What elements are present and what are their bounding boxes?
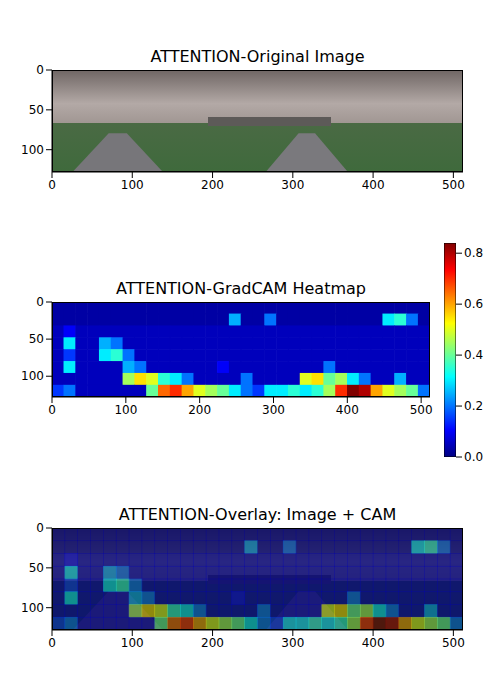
svg-text:0.0: 0.0	[464, 450, 483, 464]
svg-text:500: 500	[442, 636, 465, 650]
svg-text:100: 100	[21, 369, 44, 383]
svg-text:100: 100	[114, 403, 137, 417]
svg-text:400: 400	[336, 403, 359, 417]
svg-text:100: 100	[121, 636, 144, 650]
svg-text:100: 100	[21, 601, 44, 615]
svg-text:0: 0	[48, 178, 56, 192]
svg-text:0: 0	[36, 295, 44, 309]
svg-text:500: 500	[410, 403, 433, 417]
svg-text:0: 0	[36, 521, 44, 535]
html-text:ATTENTION-GradCAM Heatmap: ATTENTION-GradCAM Heatmap	[116, 279, 366, 298]
svg-text:0: 0	[48, 636, 56, 650]
svg-text:50: 50	[29, 332, 44, 346]
svg-text:300: 300	[281, 178, 304, 192]
svg-text:400: 400	[362, 178, 385, 192]
svg-text:200: 200	[201, 178, 224, 192]
svg-text:500: 500	[442, 178, 465, 192]
svg-text:50: 50	[29, 103, 44, 117]
svg-text:300: 300	[262, 403, 285, 417]
svg-text:0: 0	[48, 403, 56, 417]
svg-text:300: 300	[281, 636, 304, 650]
svg-text:0.6: 0.6	[464, 297, 483, 311]
html-text:ATTENTION-Original Image: ATTENTION-Original Image	[150, 47, 365, 66]
html-text:ATTENTION-Overlay: Image + CAM: ATTENTION-Overlay: Image + CAM	[118, 505, 397, 524]
svg-text:200: 200	[201, 636, 224, 650]
svg-text:0: 0	[36, 63, 44, 77]
svg-text:100: 100	[121, 178, 144, 192]
svg-text:0.8: 0.8	[464, 246, 483, 260]
svg-text:200: 200	[188, 403, 211, 417]
svg-text:0.4: 0.4	[464, 348, 483, 362]
svg-text:400: 400	[362, 636, 385, 650]
svg-text:50: 50	[29, 561, 44, 575]
svg-text:100: 100	[21, 143, 44, 157]
svg-text:0.2: 0.2	[464, 399, 483, 413]
